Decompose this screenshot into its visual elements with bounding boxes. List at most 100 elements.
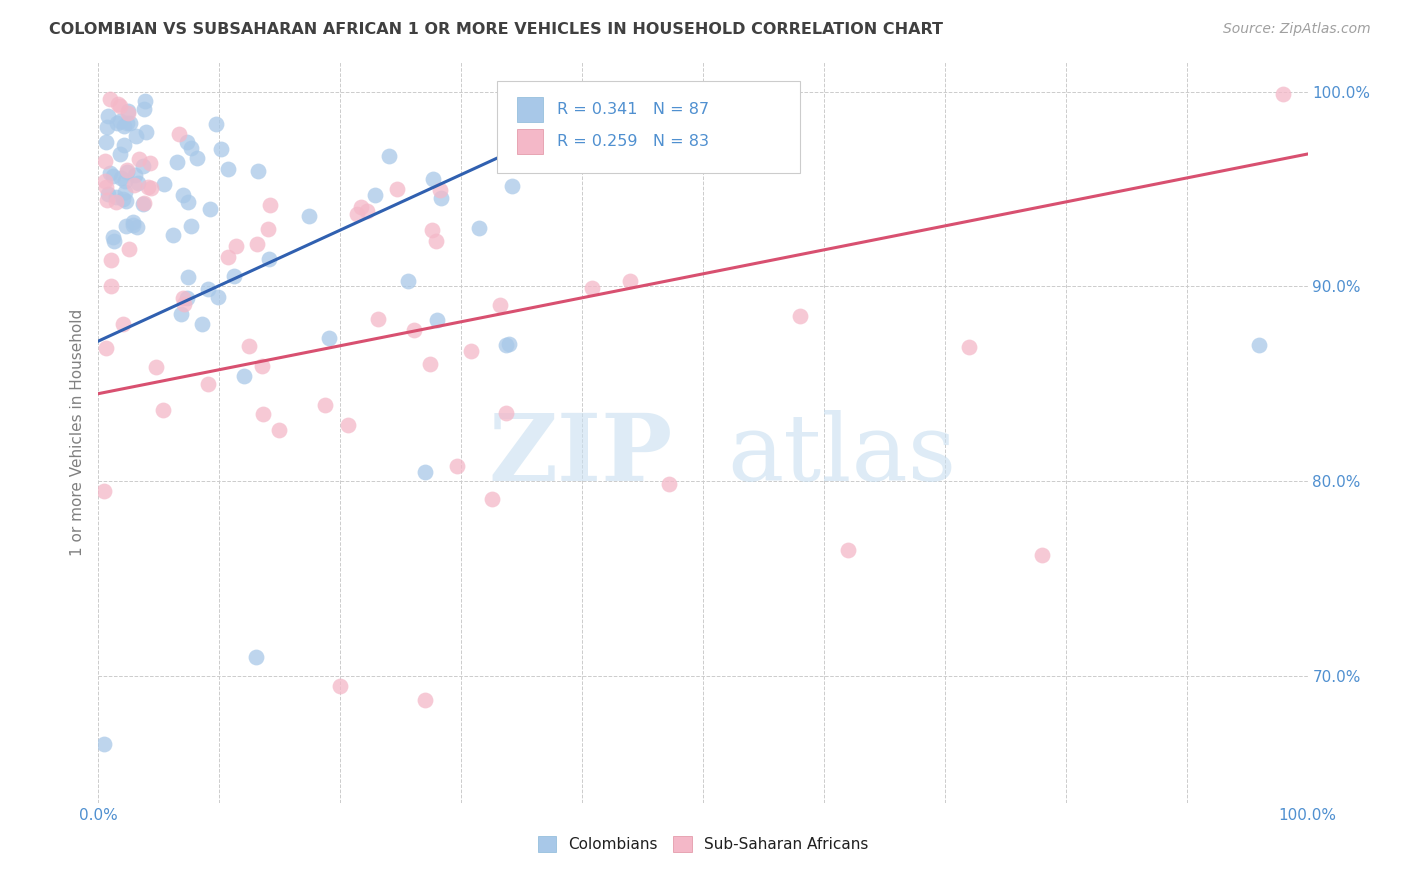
Point [1249, 338, 1271, 352]
Point [103, 234, 125, 248]
Point [257, 252, 280, 267]
Point [135, 125, 157, 139]
Point [619, 274, 641, 288]
Point [250, 359, 273, 373]
Point [336, 417, 359, 432]
Point [402, 323, 425, 337]
Point [489, 298, 512, 312]
Point [176, 291, 198, 305]
Text: R = 0.341   N = 87: R = 0.341 N = 87 [557, 103, 709, 118]
Point [658, 476, 681, 491]
Point [207, 290, 229, 304]
Point [117, 103, 139, 118]
Legend: Colombians, Sub-Saharan Africans: Colombians, Sub-Saharan Africans [531, 830, 875, 858]
Point [177, 195, 200, 210]
Point [232, 369, 254, 384]
Point [176, 270, 198, 285]
Point [121, 218, 143, 232]
Point [94, 154, 117, 169]
Point [111, 193, 134, 207]
Point [108, 99, 131, 113]
Point [224, 269, 246, 284]
Point [105, 194, 128, 209]
Point [367, 312, 389, 326]
Point [197, 282, 219, 296]
Point [837, 542, 859, 557]
Point [107, 96, 129, 111]
Point [495, 406, 517, 420]
Point [134, 195, 156, 210]
Point [122, 215, 145, 229]
Point [413, 692, 436, 706]
Point [425, 234, 447, 248]
Point [217, 250, 239, 264]
Point [468, 221, 491, 235]
Point [385, 182, 408, 196]
Point [419, 357, 441, 371]
Point [176, 135, 198, 149]
Point [153, 177, 176, 191]
Point [93, 737, 115, 751]
Point [112, 120, 135, 134]
Point [429, 183, 451, 197]
Point [581, 280, 603, 294]
Point [191, 317, 214, 331]
Point [96, 120, 118, 134]
Point [364, 188, 387, 202]
Point [128, 153, 150, 167]
Point [481, 492, 503, 507]
Point [111, 318, 134, 332]
Text: Source: ZipAtlas.com: Source: ZipAtlas.com [1223, 22, 1371, 37]
Text: R = 0.259   N = 83: R = 0.259 N = 83 [557, 134, 709, 149]
Point [94, 174, 117, 188]
Point [132, 159, 155, 173]
Point [1031, 549, 1053, 563]
Point [217, 162, 239, 177]
Point [957, 340, 980, 354]
Y-axis label: 1 or more Vehicles in Household: 1 or more Vehicles in Household [70, 309, 86, 557]
Point [94, 136, 117, 150]
Point [180, 219, 202, 234]
Point [186, 151, 208, 165]
Point [100, 253, 122, 268]
Point [413, 465, 436, 479]
Point [112, 137, 135, 152]
Point [101, 229, 124, 244]
Point [118, 242, 141, 256]
Point [225, 239, 247, 253]
Point [259, 198, 281, 212]
Point [350, 200, 373, 214]
Point [422, 172, 444, 186]
Point [114, 219, 136, 234]
Point [110, 170, 132, 185]
Point [378, 149, 401, 163]
Text: COLOMBIAN VS SUBSAHARAN AFRICAN 1 OR MORE VEHICLES IN HOUSEHOLD CORRELATION CHAR: COLOMBIAN VS SUBSAHARAN AFRICAN 1 OR MOR… [49, 22, 943, 37]
Point [173, 296, 195, 310]
Point [152, 402, 174, 417]
Point [422, 222, 444, 236]
Point [96, 186, 118, 201]
Point [104, 190, 127, 204]
Point [114, 174, 136, 188]
Point [501, 179, 523, 194]
Point [1272, 87, 1295, 101]
Point [139, 180, 162, 194]
FancyBboxPatch shape [517, 97, 543, 122]
Point [134, 94, 156, 108]
Point [460, 343, 482, 358]
Point [166, 155, 188, 169]
Point [162, 228, 184, 243]
Point [789, 309, 811, 323]
Point [96, 341, 118, 355]
Point [93, 484, 115, 499]
Point [145, 359, 167, 374]
FancyBboxPatch shape [498, 81, 800, 173]
Point [167, 127, 190, 141]
Point [124, 169, 146, 183]
Text: atlas: atlas [727, 409, 956, 500]
Point [118, 116, 141, 130]
Point [172, 291, 194, 305]
Point [132, 102, 155, 116]
Point [98, 92, 121, 106]
Point [205, 117, 228, 131]
